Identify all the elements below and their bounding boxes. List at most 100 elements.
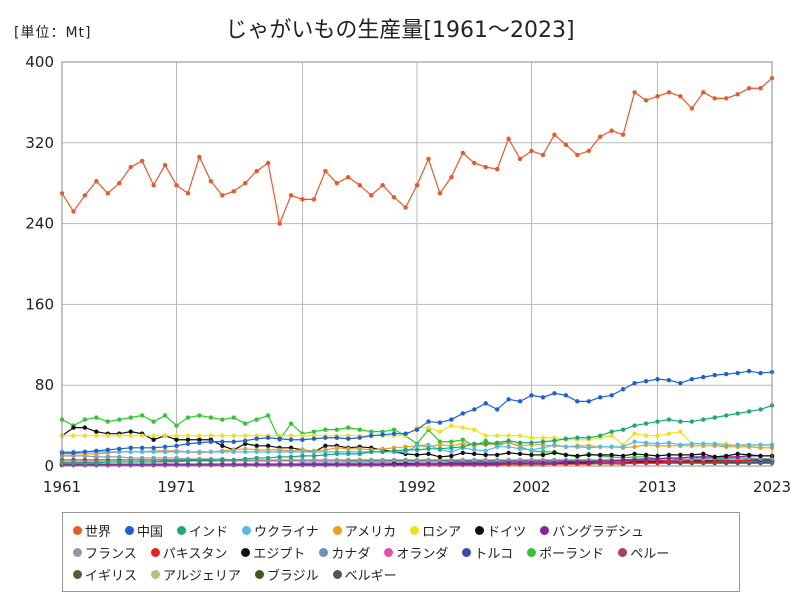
data-point [105, 433, 111, 438]
data-point [758, 407, 763, 412]
data-point [689, 106, 695, 111]
data-point [368, 193, 374, 198]
data-point [701, 417, 706, 422]
data-point [735, 458, 740, 464]
data-point [689, 459, 695, 465]
legend-item: トルコ [462, 541, 513, 563]
data-point [449, 461, 454, 467]
data-point [128, 445, 133, 451]
data-point [517, 440, 523, 445]
data-point [265, 455, 271, 461]
data-point [460, 437, 466, 442]
legend-swatch [527, 547, 537, 557]
data-point [414, 457, 420, 463]
data-point [449, 449, 454, 455]
data-point [265, 443, 271, 448]
data-point [666, 455, 672, 461]
data-point [231, 449, 236, 455]
data-point [185, 191, 191, 196]
data-point [139, 459, 145, 465]
legend-item: ロシア [410, 519, 461, 541]
data-point [517, 156, 523, 162]
data-point [540, 435, 546, 440]
legend-label: インド [189, 524, 229, 540]
data-point [254, 443, 259, 448]
data-point [265, 449, 271, 455]
data-point [735, 442, 740, 447]
data-point [678, 442, 683, 447]
data-point [94, 448, 99, 454]
data-point [540, 457, 546, 463]
data-point [723, 443, 729, 448]
data-point [632, 90, 637, 95]
data-point [391, 448, 397, 454]
legend-label: パキスタン [162, 546, 228, 562]
data-point [517, 460, 523, 466]
data-point [758, 86, 763, 91]
legend-label: アルジェリア [163, 568, 241, 584]
data-point [632, 444, 637, 450]
data-point [162, 433, 168, 438]
data-point [552, 457, 557, 463]
data-point [105, 454, 111, 460]
legend-swatch [319, 547, 329, 557]
data-point [300, 449, 305, 455]
data-point [162, 462, 168, 468]
data-point [323, 452, 328, 458]
data-point [231, 433, 236, 438]
data-point [632, 460, 637, 466]
data-point [277, 457, 282, 463]
data-point [265, 160, 271, 166]
data-point [334, 462, 340, 468]
data-point [620, 444, 626, 450]
data-point [655, 376, 660, 382]
data-point [586, 148, 591, 154]
data-point [380, 457, 385, 463]
data-point [701, 451, 706, 457]
legend-swatch [151, 569, 161, 579]
legend-item: オランダ [384, 541, 448, 563]
legend-item: パキスタン [150, 541, 228, 563]
data-point [666, 377, 672, 383]
legend-label: 世界 [85, 524, 112, 540]
data-point [139, 158, 145, 164]
data-point [300, 457, 305, 463]
data-point [380, 446, 385, 452]
data-point [575, 453, 580, 459]
data-point [94, 415, 99, 420]
data-point [414, 447, 420, 453]
data-point [368, 457, 374, 463]
legend-label: ドイツ [487, 524, 527, 540]
data-point [586, 452, 591, 458]
data-point [437, 454, 443, 460]
data-point [678, 455, 683, 461]
legend-swatch [125, 525, 135, 535]
legend-swatch [73, 547, 82, 557]
data-point [243, 462, 248, 468]
data-point [288, 445, 294, 451]
data-point [678, 94, 683, 99]
data-point [311, 449, 317, 455]
data-point [71, 450, 76, 456]
data-point [598, 452, 603, 458]
data-point [346, 425, 351, 430]
legend-swatch [150, 547, 160, 557]
data-point [449, 174, 454, 180]
legend-label: ブラジル [266, 568, 319, 584]
y-tick-label: 160 [25, 295, 54, 313]
data-point [437, 446, 443, 452]
data-point [117, 454, 122, 460]
data-point [254, 462, 259, 468]
data-point [506, 397, 511, 402]
data-point [105, 191, 111, 196]
legend-item: ポーランド [527, 541, 604, 563]
data-point [517, 443, 523, 448]
data-point [643, 421, 649, 426]
data-point [540, 449, 546, 455]
legend-swatch [332, 525, 342, 535]
data-point [162, 449, 168, 455]
data-point [117, 433, 122, 438]
data-point [368, 429, 374, 434]
data-point [357, 183, 362, 188]
data-point [666, 440, 672, 445]
